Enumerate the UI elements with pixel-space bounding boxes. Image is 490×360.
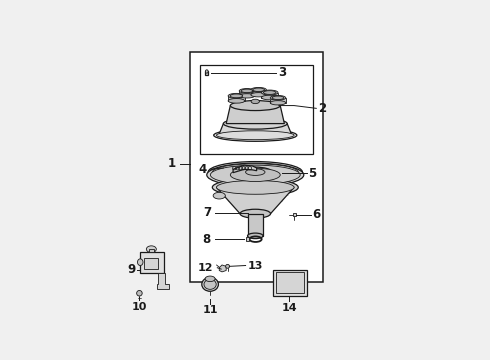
Ellipse shape: [137, 291, 142, 296]
Ellipse shape: [213, 192, 225, 199]
Ellipse shape: [228, 93, 245, 98]
Ellipse shape: [138, 259, 143, 266]
Ellipse shape: [230, 168, 280, 181]
Text: 6: 6: [312, 208, 320, 221]
Ellipse shape: [212, 179, 298, 196]
Ellipse shape: [253, 88, 265, 91]
Ellipse shape: [245, 169, 265, 175]
Text: 7: 7: [203, 206, 211, 219]
Ellipse shape: [264, 91, 276, 94]
Bar: [246, 237, 249, 241]
Ellipse shape: [261, 90, 278, 95]
Bar: [261, 93, 278, 98]
Ellipse shape: [205, 276, 215, 282]
Bar: [239, 91, 255, 96]
Ellipse shape: [247, 233, 263, 239]
Ellipse shape: [239, 167, 272, 177]
Bar: [149, 249, 153, 252]
Polygon shape: [219, 123, 292, 135]
Ellipse shape: [208, 162, 302, 183]
Text: 1: 1: [168, 157, 176, 170]
Text: 13: 13: [247, 261, 263, 270]
Ellipse shape: [239, 94, 255, 98]
Ellipse shape: [261, 95, 278, 100]
Ellipse shape: [225, 264, 229, 268]
Bar: [247, 214, 263, 236]
Polygon shape: [217, 187, 294, 214]
Ellipse shape: [217, 131, 294, 140]
Text: 11: 11: [202, 305, 218, 315]
Bar: [276, 273, 304, 293]
Text: 9: 9: [127, 264, 135, 276]
Ellipse shape: [204, 279, 216, 289]
Bar: [293, 213, 296, 216]
Polygon shape: [233, 165, 257, 173]
Text: 2: 2: [318, 102, 326, 116]
Ellipse shape: [270, 95, 286, 100]
Ellipse shape: [217, 180, 294, 194]
Ellipse shape: [223, 118, 287, 129]
Text: 14: 14: [282, 303, 298, 313]
Polygon shape: [226, 105, 284, 123]
Ellipse shape: [205, 70, 208, 73]
Ellipse shape: [228, 99, 245, 103]
Bar: [145, 258, 158, 269]
Bar: [251, 90, 267, 95]
Ellipse shape: [212, 164, 298, 180]
Text: 8: 8: [203, 233, 211, 246]
Ellipse shape: [251, 99, 259, 104]
Ellipse shape: [214, 129, 297, 141]
Bar: [205, 71, 208, 75]
Bar: [270, 98, 286, 103]
Ellipse shape: [251, 93, 267, 97]
Ellipse shape: [202, 278, 219, 291]
Ellipse shape: [210, 165, 300, 185]
Ellipse shape: [251, 87, 267, 92]
Bar: [190, 51, 323, 282]
Ellipse shape: [241, 89, 253, 93]
Bar: [228, 96, 245, 101]
Text: 10: 10: [132, 302, 147, 312]
Ellipse shape: [230, 94, 243, 98]
Polygon shape: [157, 273, 170, 289]
Ellipse shape: [147, 246, 156, 252]
Bar: [200, 66, 314, 154]
Text: 12: 12: [197, 263, 213, 273]
Text: 3: 3: [278, 66, 286, 79]
Ellipse shape: [240, 209, 270, 218]
Text: 5: 5: [308, 167, 317, 180]
Ellipse shape: [270, 101, 286, 105]
Ellipse shape: [272, 96, 284, 100]
Ellipse shape: [230, 100, 280, 111]
Bar: [273, 270, 307, 296]
Ellipse shape: [207, 163, 304, 186]
Bar: [140, 252, 164, 273]
Text: 4: 4: [198, 163, 207, 176]
Polygon shape: [219, 265, 226, 272]
Ellipse shape: [239, 89, 255, 93]
